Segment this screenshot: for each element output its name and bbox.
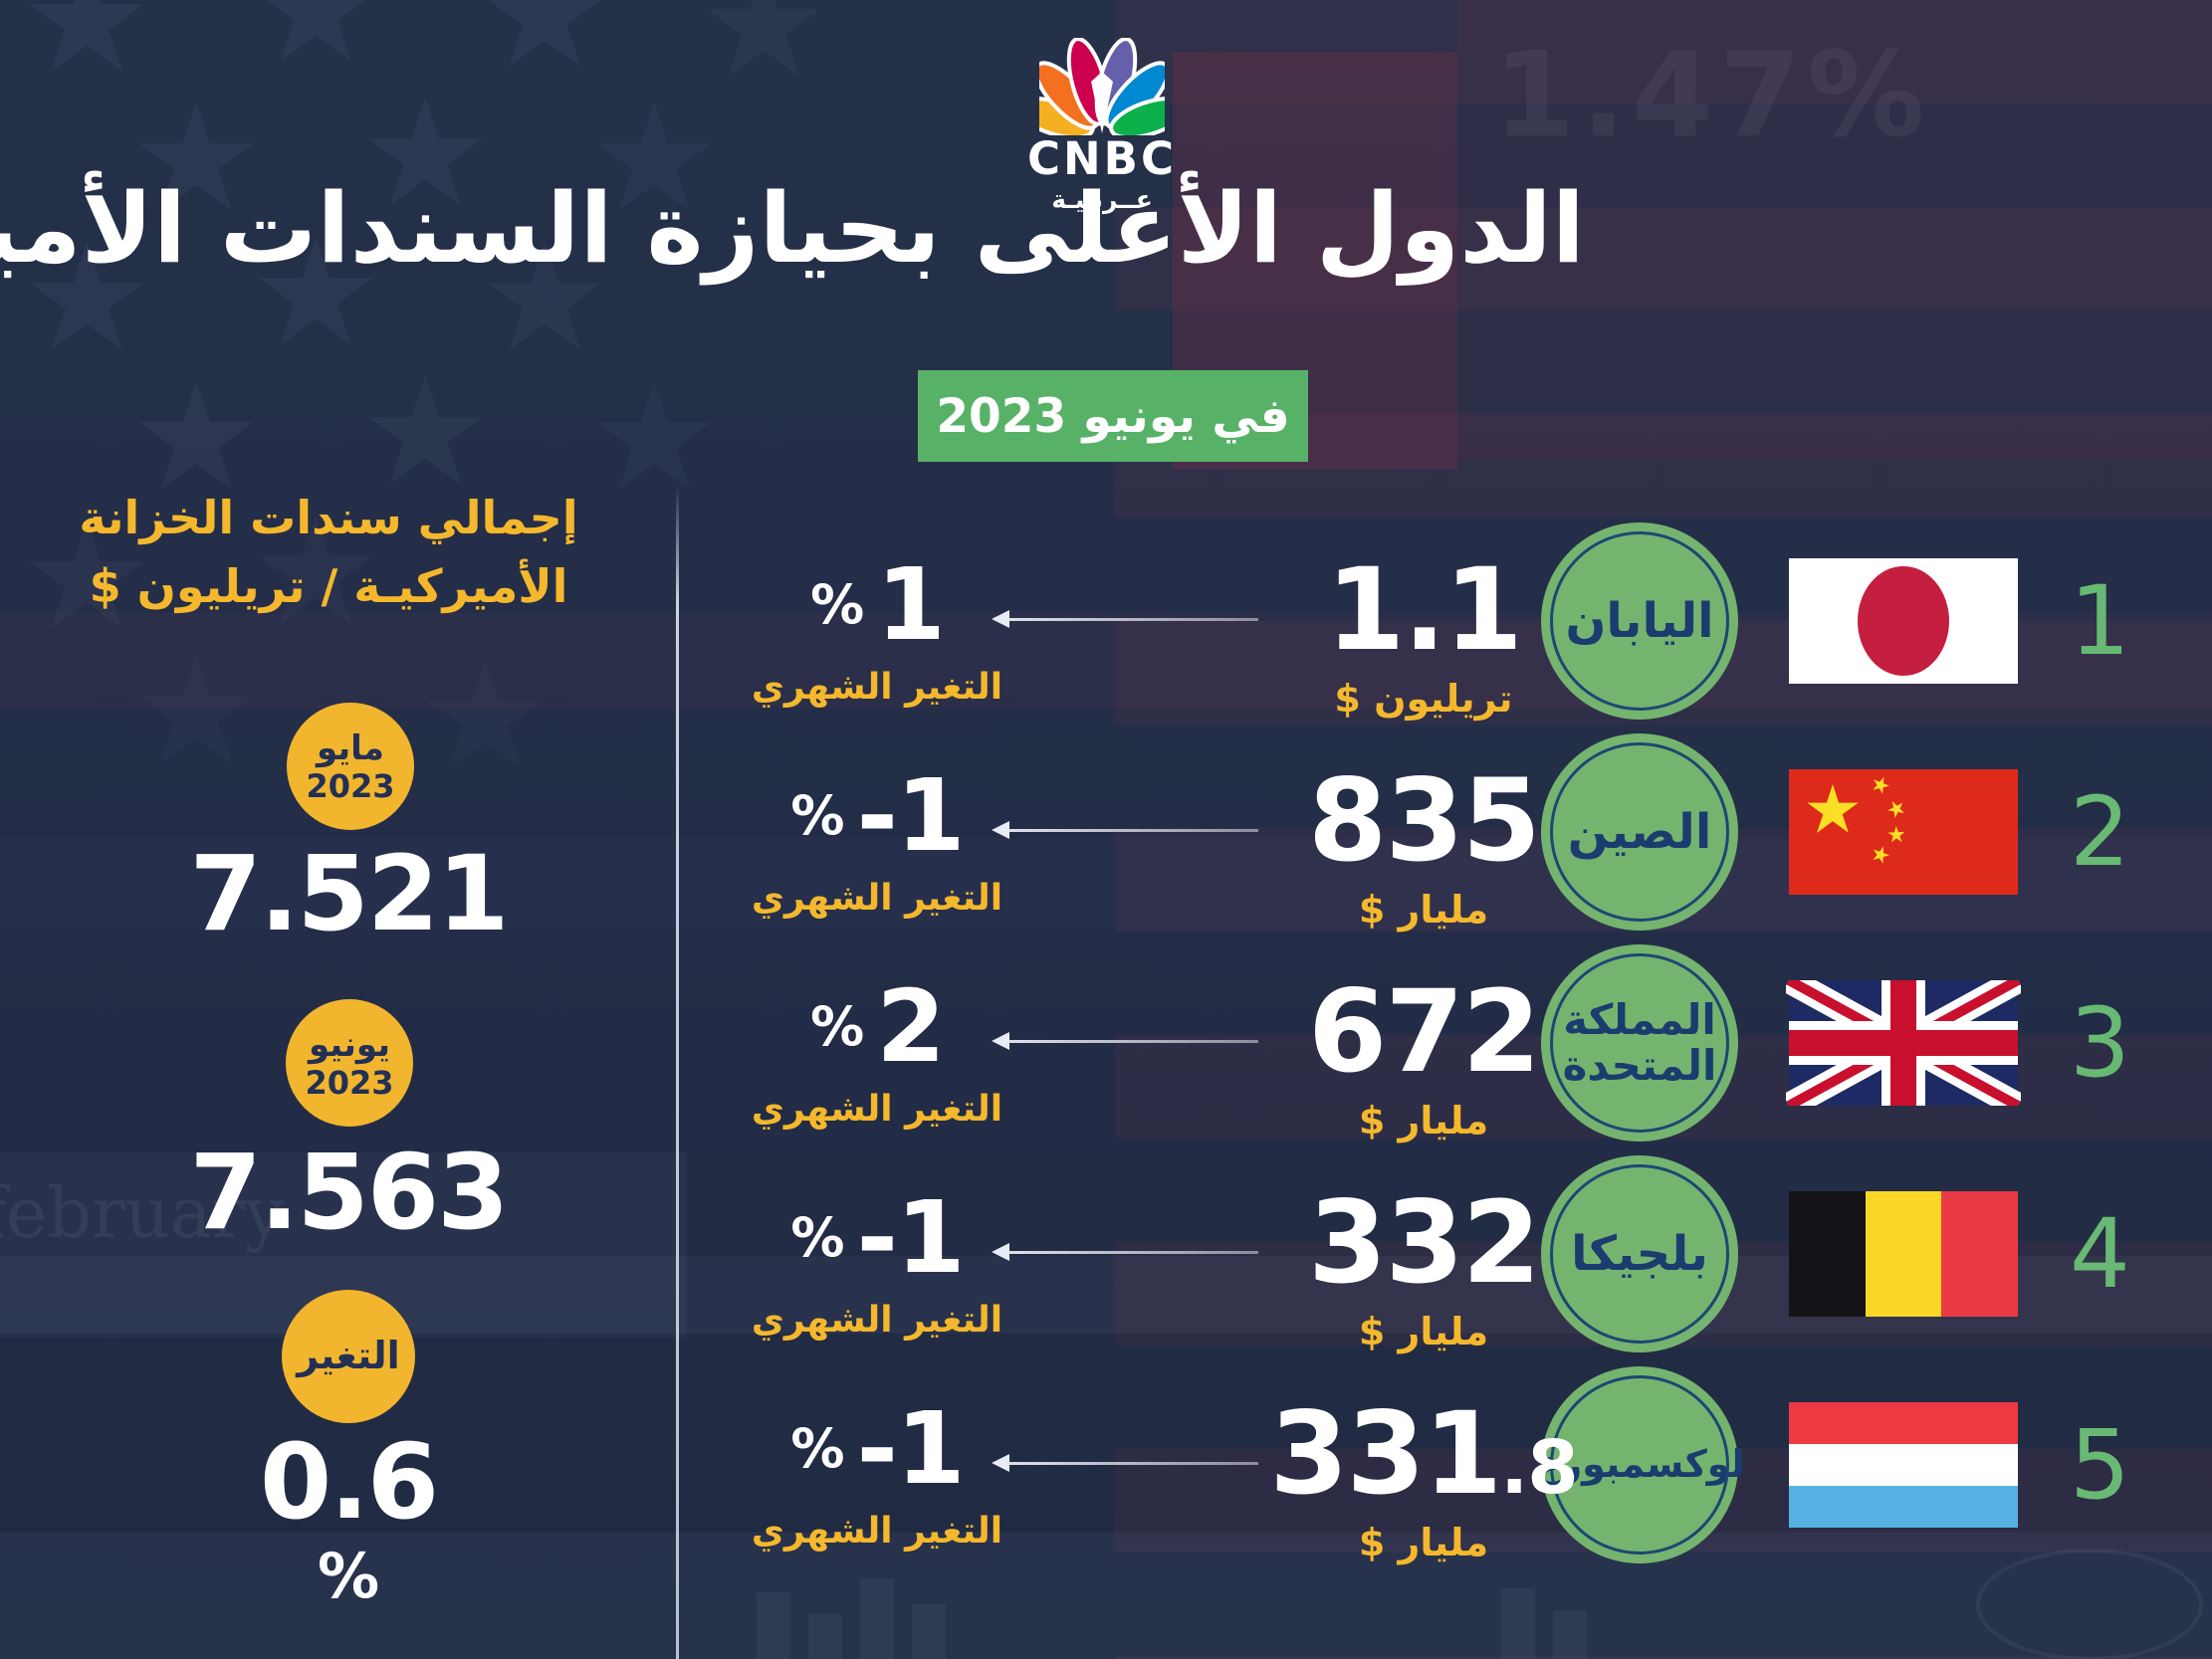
june-label: يونيو (308, 1025, 391, 1065)
period-badge: في يونيو 2023 (918, 370, 1308, 462)
percent-sign: % (810, 995, 865, 1058)
rank-number: 5 (2069, 1409, 2130, 1521)
holding-block: 672 مليار $ (1241, 965, 1606, 1143)
faded-bar-decoration (757, 1592, 790, 1659)
background-band (0, 1533, 2212, 1659)
country-row-china: 2 الصين 835 مليار $ % -1 التغير الشهري (0, 726, 2212, 937)
monthly-change-value: % 1 (810, 546, 946, 663)
rank-number: 1 (2069, 565, 2130, 677)
monthly-change-value: % 2 (810, 968, 946, 1085)
holding-value: 835 (1308, 754, 1541, 887)
holding-unit: مليار $ (1358, 1310, 1489, 1353)
country-row-luxembourg: 5 لوكسمبورغ 331.8 مليار $ % -1 التغير الش… (0, 1359, 2212, 1570)
monthly-change-block: % -1 التغير الشهري (703, 1179, 1051, 1342)
monthly-change-value: % -1 (790, 1390, 965, 1507)
monthly-change-value: % -1 (790, 1179, 965, 1296)
page-title: الدول الأعلى بحيازة السندات الأميركية (0, 172, 1585, 285)
cnbc-arabic-wordmark: عــربـيـة (1051, 185, 1153, 215)
change-label: التغير (297, 1334, 400, 1378)
change-badge: التغير (282, 1290, 415, 1423)
may-total-value: 7.521 (189, 833, 510, 954)
flag-belgium (1786, 1191, 2021, 1317)
country-bubble: بلجيكا (1541, 1155, 1738, 1352)
june-year: 2023 (305, 1063, 394, 1102)
holding-block: 835 مليار $ (1241, 754, 1606, 933)
holding-value-minor: .8 (1500, 1425, 1579, 1511)
percent-sign: % (790, 1206, 845, 1269)
left-arrow-icon (992, 1243, 1258, 1261)
left-arrow-icon (992, 1454, 1258, 1472)
may-label: مايو (317, 728, 384, 768)
rank-number: 2 (2069, 776, 2130, 888)
star-decor: ★ (478, 0, 612, 102)
star-decor: ★ (249, 0, 383, 97)
cnbc-arabia-logo: CNBC عــربـيـة (981, 38, 1223, 214)
country-row-belgium: 4 بلجيكا 332 مليار $ % -1 التغير الشهري (0, 1148, 2212, 1359)
june-2023-badge: يونيو 2023 (286, 999, 413, 1127)
monthly-change-block: % -1 التغير الشهري (703, 757, 1051, 920)
holding-value: 1.1 (1326, 543, 1523, 676)
country-row-japan: 1 اليابان 1.1 تريليون $ % 1 التغير الشهري (0, 516, 2212, 726)
holding-value: 331.8 (1269, 1387, 1579, 1520)
holding-block: 1.1 تريليون $ (1241, 543, 1606, 722)
left-arrow-icon (992, 1032, 1258, 1050)
percent-sign: % (810, 573, 865, 636)
faded-bar-decoration (808, 1614, 842, 1659)
holding-block: 332 مليار $ (1241, 1176, 1606, 1354)
holding-unit: تريليون $ (1334, 677, 1513, 721)
red-stripe-wide-decoration (1457, 0, 2212, 460)
star-decor: ★ (697, 0, 831, 111)
flag-china (1786, 769, 2021, 895)
monthly-change-value: % -1 (790, 757, 965, 874)
star-decor: ★ (20, 0, 154, 106)
may-2023-badge: مايو 2023 (287, 703, 414, 830)
left-arrow-icon (992, 610, 1258, 628)
rank-number: 4 (2069, 1198, 2130, 1310)
rank-number: 3 (2069, 987, 2130, 1099)
faded-bar-decoration (1553, 1610, 1587, 1659)
country-row-united-kingdom: 3 المملكة المتحدة 672 مليار $ % 2 التغير … (0, 937, 2212, 1148)
may-year: 2023 (306, 766, 395, 805)
holding-value: 332 (1308, 1176, 1541, 1309)
totals-header-line1: إجمالي سندات الخزانة (79, 491, 578, 544)
faded-bar-decoration (860, 1578, 894, 1659)
faded-ellipse-decoration (1976, 1549, 2203, 1659)
percent-sign: % (790, 784, 845, 847)
peacock-icon (1039, 38, 1165, 135)
monthly-change-block: % 2 التغير الشهري (703, 968, 1051, 1131)
cnbc-wordmark: CNBC (1026, 132, 1177, 185)
monthly-change-label: التغير الشهري (751, 667, 1003, 708)
change-unit: % (317, 1540, 380, 1613)
monthly-change-block: % 1 التغير الشهري (703, 546, 1051, 709)
change-value-block: 0.6 % (28, 1425, 669, 1612)
change-value: 0.6 (259, 1421, 439, 1543)
country-bubble: اليابان (1541, 522, 1738, 720)
flag-japan (1786, 558, 2021, 684)
percent-sign: % (790, 1417, 845, 1480)
country-bubble: المملكة المتحدة (1541, 944, 1738, 1141)
holding-unit: مليار $ (1358, 888, 1489, 932)
holding-unit: مليار $ (1358, 1099, 1489, 1142)
flag-united-kingdom (1786, 980, 2021, 1106)
monthly-change-label: التغير الشهري (751, 878, 1003, 919)
holding-value: 672 (1308, 965, 1541, 1098)
faded-bar-decoration (1501, 1588, 1535, 1659)
holding-unit: مليار $ (1358, 1521, 1489, 1564)
monthly-change-label: التغير الشهري (751, 1511, 1003, 1552)
totals-header: إجمالي سندات الخزانة الأميركيـة / تريليو… (28, 484, 629, 621)
section-divider (676, 486, 679, 1659)
country-bubble: الصين (1541, 733, 1738, 931)
june-total-value: 7.563 (189, 1132, 510, 1253)
flag-luxembourg (1786, 1402, 2021, 1528)
country-bubble: لوكسمبورغ (1534, 1366, 1745, 1563)
holding-block: 331.8 مليار $ (1241, 1387, 1606, 1565)
monthly-change-label: التغير الشهري (751, 1300, 1003, 1341)
totals-header-line2: الأميركيـة / تريليون $ (89, 559, 568, 613)
monthly-change-block: % -1 التغير الشهري (703, 1390, 1051, 1553)
left-arrow-icon (992, 821, 1258, 839)
faded-bar-decoration (912, 1604, 946, 1659)
monthly-change-label: التغير الشهري (751, 1089, 1003, 1130)
